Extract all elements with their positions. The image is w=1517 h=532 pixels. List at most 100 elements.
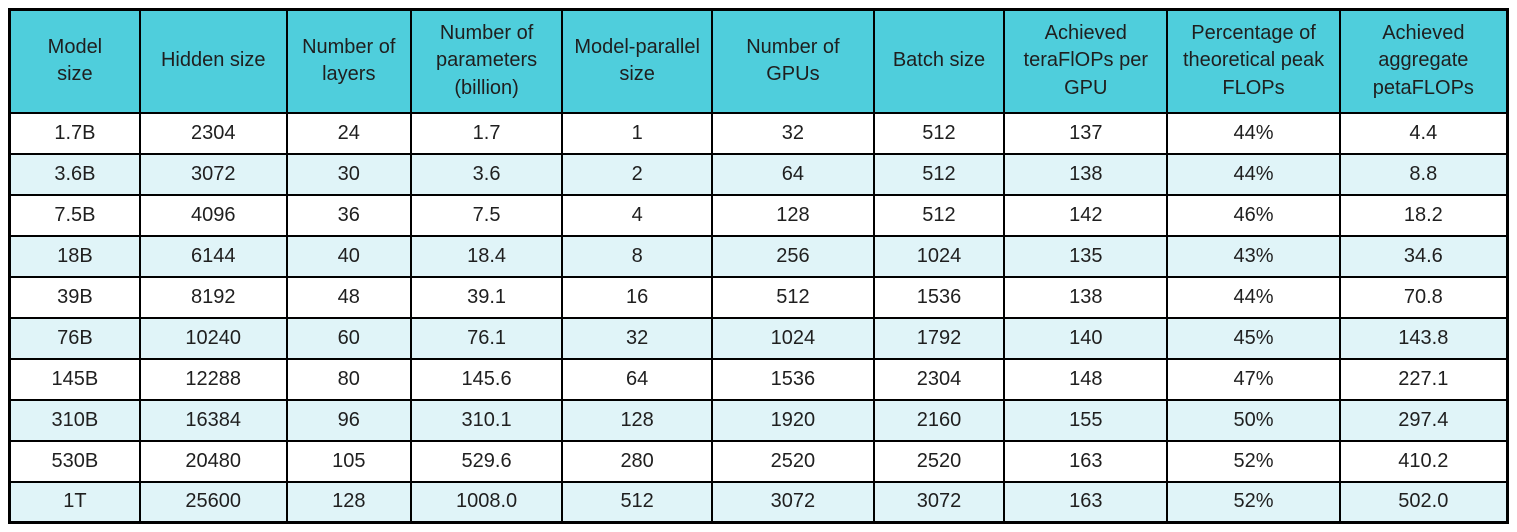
table-cell: 18B (8, 234, 141, 278)
table-cell: 18.4 (409, 234, 564, 278)
column-header: Number of GPUs (711, 8, 875, 114)
table-cell: 50% (1166, 398, 1341, 442)
table-cell: 148 (1003, 357, 1169, 401)
table-cell: 2 (561, 152, 714, 196)
table-cell: 280 (561, 439, 714, 483)
table-cell: 16384 (138, 398, 288, 442)
table-cell: 2160 (872, 398, 1006, 442)
table-cell: 138 (1003, 275, 1169, 319)
column-header: Model size (8, 8, 141, 114)
table-cell: 52% (1166, 439, 1341, 483)
table-cell: 20480 (138, 439, 288, 483)
table-cell: 1024 (872, 234, 1006, 278)
table-cell: 32 (711, 111, 875, 155)
table-cell: 512 (872, 152, 1006, 196)
table-cell: 34.6 (1338, 234, 1509, 278)
table-cell: 1536 (872, 275, 1006, 319)
table-cell: 1T (8, 480, 141, 524)
table-row: 18B 6144 40 18.4 8 256 1024 135 43% 34.6 (8, 234, 1509, 278)
table-cell: 40 (285, 234, 412, 278)
table-cell: 2304 (872, 357, 1006, 401)
table-cell: 163 (1003, 439, 1169, 483)
table-cell: 256 (711, 234, 875, 278)
table-cell: 64 (711, 152, 875, 196)
column-header: Batch size (872, 8, 1006, 114)
table-cell: 145.6 (409, 357, 564, 401)
table-cell: 140 (1003, 316, 1169, 360)
table-cell: 155 (1003, 398, 1169, 442)
table-cell: 36 (285, 193, 412, 237)
table-cell: 70.8 (1338, 275, 1509, 319)
table-cell: 2520 (711, 439, 875, 483)
table-row: 39B 8192 48 39.1 16 512 1536 138 44% 70.8 (8, 275, 1509, 319)
table-cell: 1536 (711, 357, 875, 401)
column-header: Percentage of theoretical peak FLOPs (1166, 8, 1341, 114)
table-cell: 45% (1166, 316, 1341, 360)
table-cell: 138 (1003, 152, 1169, 196)
table-cell: 2304 (138, 111, 288, 155)
table-cell: 227.1 (1338, 357, 1509, 401)
table-cell: 297.4 (1338, 398, 1509, 442)
table-cell: 143.8 (1338, 316, 1509, 360)
column-header: Achieved aggregate petaFLOPs (1338, 8, 1509, 114)
table-cell: 128 (285, 480, 412, 524)
table-cell: 44% (1166, 152, 1341, 196)
table-row: 76B 10240 60 76.1 32 1024 1792 140 45% 143.8 (8, 316, 1509, 360)
table-cell: 512 (711, 275, 875, 319)
table-row: 145B 12288 80 145.6 64 1536 2304 148 47% 227.1 (8, 357, 1509, 401)
table-cell: 3072 (711, 480, 875, 524)
table-cell: 8192 (138, 275, 288, 319)
table-cell: 163 (1003, 480, 1169, 524)
table-row: 530B 20480 105 529.6 280 2520 2520 163 52% 410.2 (8, 439, 1509, 483)
table-cell: 1.7 (409, 111, 564, 155)
table-body: 1.7B 2304 24 1.7 1 32 512 137 44% 4.4 3.6B 3072 30 3.… (8, 111, 1509, 524)
table-cell: 32 (561, 316, 714, 360)
column-header: Number of parameters (billion) (409, 8, 564, 114)
column-header: Model-parallel size (561, 8, 714, 114)
column-header: Hidden size (138, 8, 288, 114)
table-cell: 3.6 (409, 152, 564, 196)
table-cell: 16 (561, 275, 714, 319)
table-cell: 96 (285, 398, 412, 442)
table-cell: 145B (8, 357, 141, 401)
table-cell: 80 (285, 357, 412, 401)
table-cell: 135 (1003, 234, 1169, 278)
table-cell: 1024 (711, 316, 875, 360)
table-cell: 8.8 (1338, 152, 1509, 196)
column-header: Number of layers (285, 8, 412, 114)
table-cell: 64 (561, 357, 714, 401)
column-header: Achieved teraFlOPs per GPU (1003, 8, 1169, 114)
table-cell: 105 (285, 439, 412, 483)
table-cell: 512 (561, 480, 714, 524)
table-cell: 2520 (872, 439, 1006, 483)
table-cell: 44% (1166, 275, 1341, 319)
table-cell: 7.5B (8, 193, 141, 237)
table-cell: 52% (1166, 480, 1341, 524)
table-cell: 3072 (138, 152, 288, 196)
table-cell: 128 (561, 398, 714, 442)
table-cell: 3072 (872, 480, 1006, 524)
table-cell: 1 (561, 111, 714, 155)
table-header: Model size Hidden size Number of layers Num… (8, 8, 1509, 114)
table-cell: 8 (561, 234, 714, 278)
table-cell: 1792 (872, 316, 1006, 360)
table-row: 7.5B 4096 36 7.5 4 128 512 142 46% 18.2 (8, 193, 1509, 237)
table-cell: 47% (1166, 357, 1341, 401)
table-cell: 24 (285, 111, 412, 155)
table-cell: 76.1 (409, 316, 564, 360)
table-row: 310B 16384 96 310.1 128 1920 2160 155 50% 297.4 (8, 398, 1509, 442)
table-cell: 310.1 (409, 398, 564, 442)
table-cell: 76B (8, 316, 141, 360)
table-cell: 410.2 (1338, 439, 1509, 483)
table-cell: 502.0 (1338, 480, 1509, 524)
table-cell: 60 (285, 316, 412, 360)
table-cell: 137 (1003, 111, 1169, 155)
table-cell: 512 (872, 111, 1006, 155)
table-cell: 46% (1166, 193, 1341, 237)
table-cell: 39B (8, 275, 141, 319)
table-cell: 48 (285, 275, 412, 319)
model-scaling-table: Model size Hidden size Number of layers Num… (8, 8, 1509, 524)
table-cell: 3.6B (8, 152, 141, 196)
table-cell: 4 (561, 193, 714, 237)
